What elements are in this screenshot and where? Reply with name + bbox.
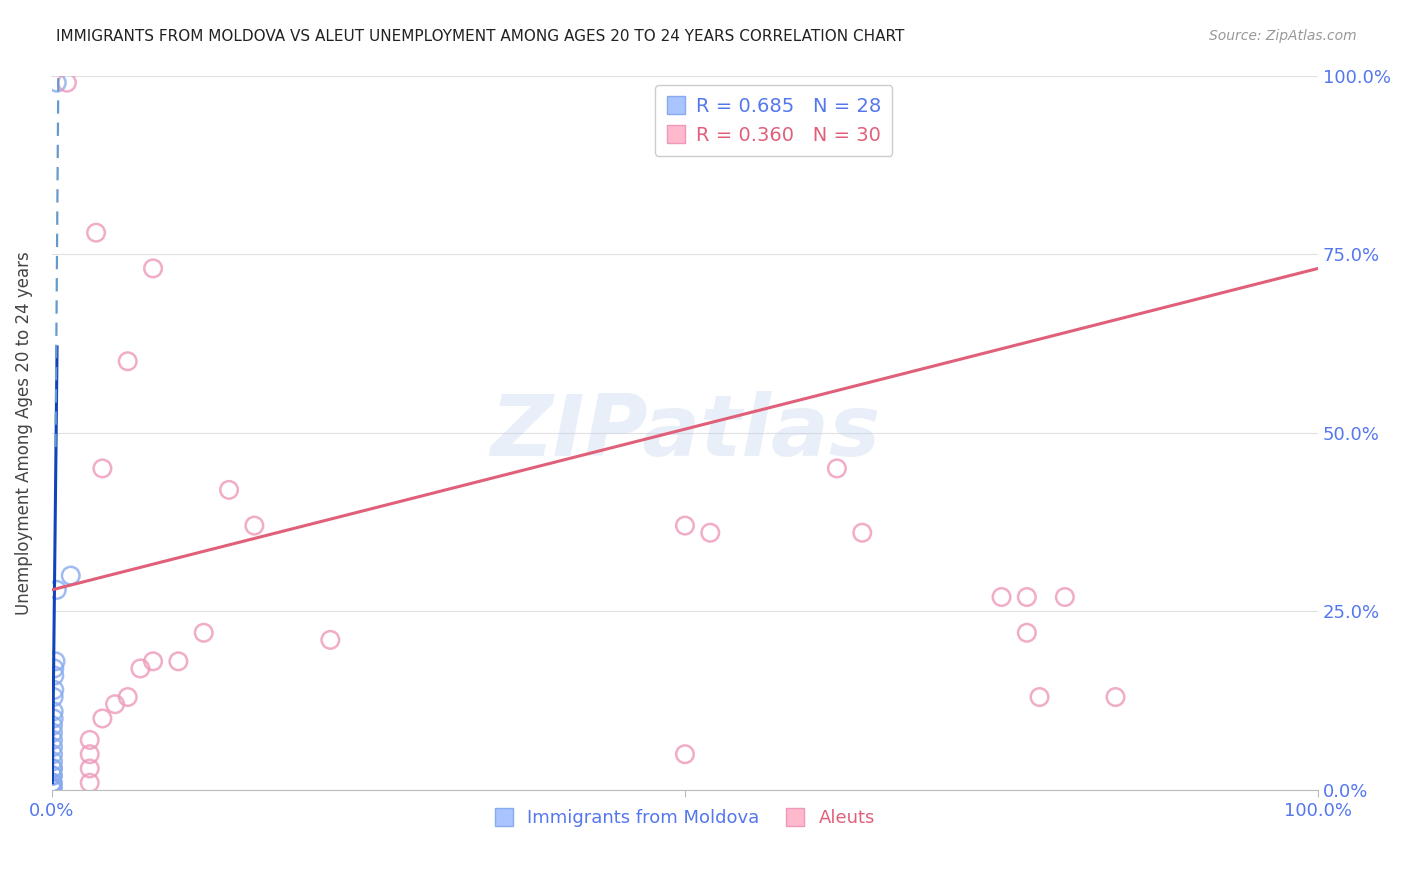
- Point: [41, 780, 63, 794]
- Point: [44, 668, 66, 682]
- Point: [673, 747, 696, 762]
- Point: [142, 654, 165, 668]
- Point: [825, 461, 848, 475]
- Point: [45, 76, 67, 90]
- Text: IMMIGRANTS FROM MOLDOVA VS ALEUT UNEMPLOYMENT AMONG AGES 20 TO 24 YEARS CORRELAT: IMMIGRANTS FROM MOLDOVA VS ALEUT UNEMPLO…: [56, 29, 904, 45]
- Point: [104, 697, 127, 711]
- Point: [42, 740, 65, 755]
- Point: [44, 682, 66, 697]
- Point: [41, 776, 63, 790]
- Point: [79, 776, 101, 790]
- Point: [42, 711, 65, 725]
- Point: [45, 582, 67, 597]
- Point: [79, 747, 101, 762]
- Point: [84, 226, 107, 240]
- Point: [59, 568, 82, 582]
- Y-axis label: Unemployment Among Ages 20 to 24 years: Unemployment Among Ages 20 to 24 years: [15, 251, 32, 615]
- Point: [41, 780, 63, 795]
- Point: [243, 518, 266, 533]
- Point: [42, 776, 65, 790]
- Point: [1015, 625, 1038, 640]
- Point: [42, 762, 65, 776]
- Point: [1053, 590, 1076, 604]
- Point: [45, 654, 67, 668]
- Point: [42, 732, 65, 747]
- Point: [218, 483, 240, 497]
- Point: [42, 690, 65, 704]
- Legend: Immigrants from Moldova, Aleuts: Immigrants from Moldova, Aleuts: [488, 802, 883, 835]
- Point: [1104, 690, 1126, 704]
- Point: [42, 704, 65, 718]
- Point: [91, 461, 114, 475]
- Point: [44, 661, 66, 675]
- Point: [42, 718, 65, 732]
- Point: [41, 781, 63, 796]
- Point: [91, 711, 114, 725]
- Point: [319, 632, 342, 647]
- Point: [41, 782, 63, 797]
- Point: [990, 590, 1012, 604]
- Point: [699, 525, 721, 540]
- Point: [42, 747, 65, 762]
- Point: [42, 769, 65, 783]
- Point: [41, 776, 63, 790]
- Point: [56, 76, 79, 90]
- Point: [42, 762, 65, 776]
- Point: [142, 261, 165, 276]
- Point: [42, 769, 65, 783]
- Point: [117, 690, 139, 704]
- Point: [851, 525, 873, 540]
- Text: Source: ZipAtlas.com: Source: ZipAtlas.com: [1209, 29, 1357, 44]
- Point: [129, 661, 152, 675]
- Point: [41, 780, 63, 794]
- Point: [167, 654, 190, 668]
- Point: [117, 354, 139, 368]
- Point: [42, 725, 65, 739]
- Point: [79, 762, 101, 776]
- Point: [79, 732, 101, 747]
- Point: [1015, 590, 1038, 604]
- Point: [193, 625, 215, 640]
- Text: ZIPatlas: ZIPatlas: [489, 392, 880, 475]
- Point: [673, 518, 696, 533]
- Point: [1028, 690, 1050, 704]
- Point: [42, 755, 65, 769]
